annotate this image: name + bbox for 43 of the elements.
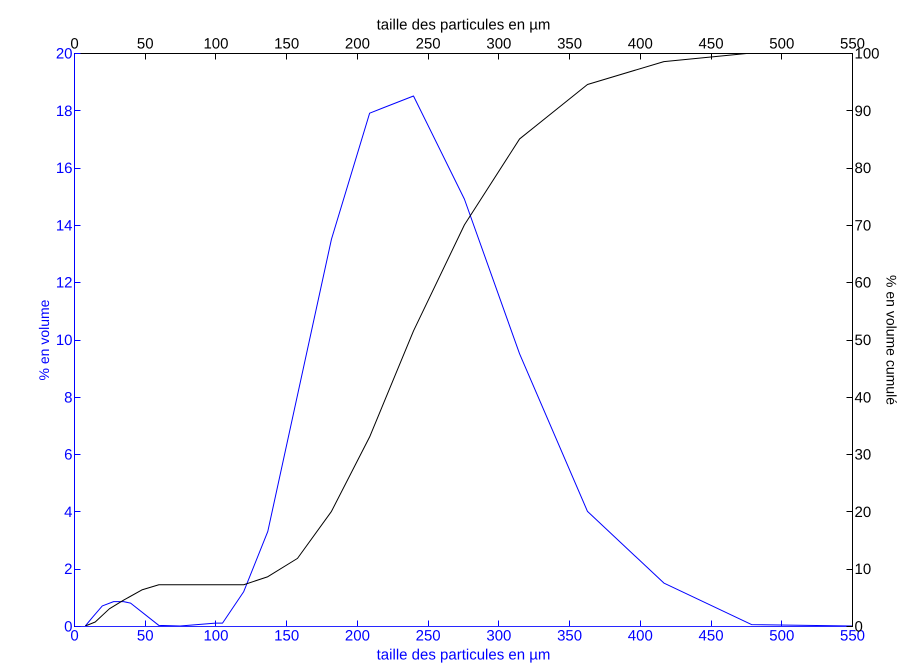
x-tick-label: 50 <box>136 628 154 644</box>
x-tick-label: 450 <box>698 628 724 644</box>
x-tick-label: 250 <box>416 628 441 644</box>
x2-tick-label: 450 <box>698 36 724 52</box>
x2-tick-label: 50 <box>136 36 154 52</box>
x2-tick-label: 300 <box>486 36 512 52</box>
y-tick-label: 12 <box>56 274 72 292</box>
x2-axis-title: taille des particules en µm <box>376 16 550 34</box>
x2-tick-label: 200 <box>344 36 370 52</box>
y2-tick-label: 10 <box>854 561 872 578</box>
x-tick-label: 100 <box>203 628 228 644</box>
y2-tick-label: 30 <box>854 446 872 464</box>
x-tick-label: 200 <box>344 628 370 644</box>
y2-tick-label: 40 <box>854 389 872 406</box>
y-tick-label: 8 <box>64 389 72 406</box>
y2-tick-label: 90 <box>854 102 872 120</box>
x-tick-label: 350 <box>557 628 582 644</box>
x-tick-label: 150 <box>274 628 300 644</box>
y2-tick-label: 70 <box>854 217 872 234</box>
y-axis-title: % en volume <box>36 299 52 380</box>
x2-tick-label: 100 <box>203 36 228 52</box>
x2-tick-label: 400 <box>628 36 653 52</box>
x2-tick-label: 350 <box>557 36 582 52</box>
x-tick-label: 300 <box>486 628 512 644</box>
y-tick-label: 6 <box>64 446 72 464</box>
x-tick-label: 500 <box>769 628 794 644</box>
y-tick-label: 10 <box>56 332 72 349</box>
y2-axis-title: % en volume cumulé <box>884 275 900 406</box>
y-tick-label: 18 <box>56 102 72 120</box>
y2-tick-label: 50 <box>854 332 872 349</box>
x2-tick-label: 250 <box>416 36 441 52</box>
y-tick-label: 14 <box>56 217 72 234</box>
x2-tick-label: 150 <box>274 36 300 52</box>
y2-tick-label: 20 <box>854 504 872 521</box>
y-tick-label: 2 <box>64 561 72 578</box>
y-tick-label: 20 <box>56 46 72 62</box>
x-axis-title: taille des particules en µm <box>376 646 550 664</box>
y2-tick-label: 60 <box>854 274 872 292</box>
y2-tick-label: 80 <box>854 160 872 178</box>
x-tick-label: 400 <box>628 628 653 644</box>
y-tick-label: 16 <box>56 160 72 178</box>
y-tick-label: 4 <box>64 504 72 521</box>
x2-tick-label: 500 <box>769 36 794 52</box>
